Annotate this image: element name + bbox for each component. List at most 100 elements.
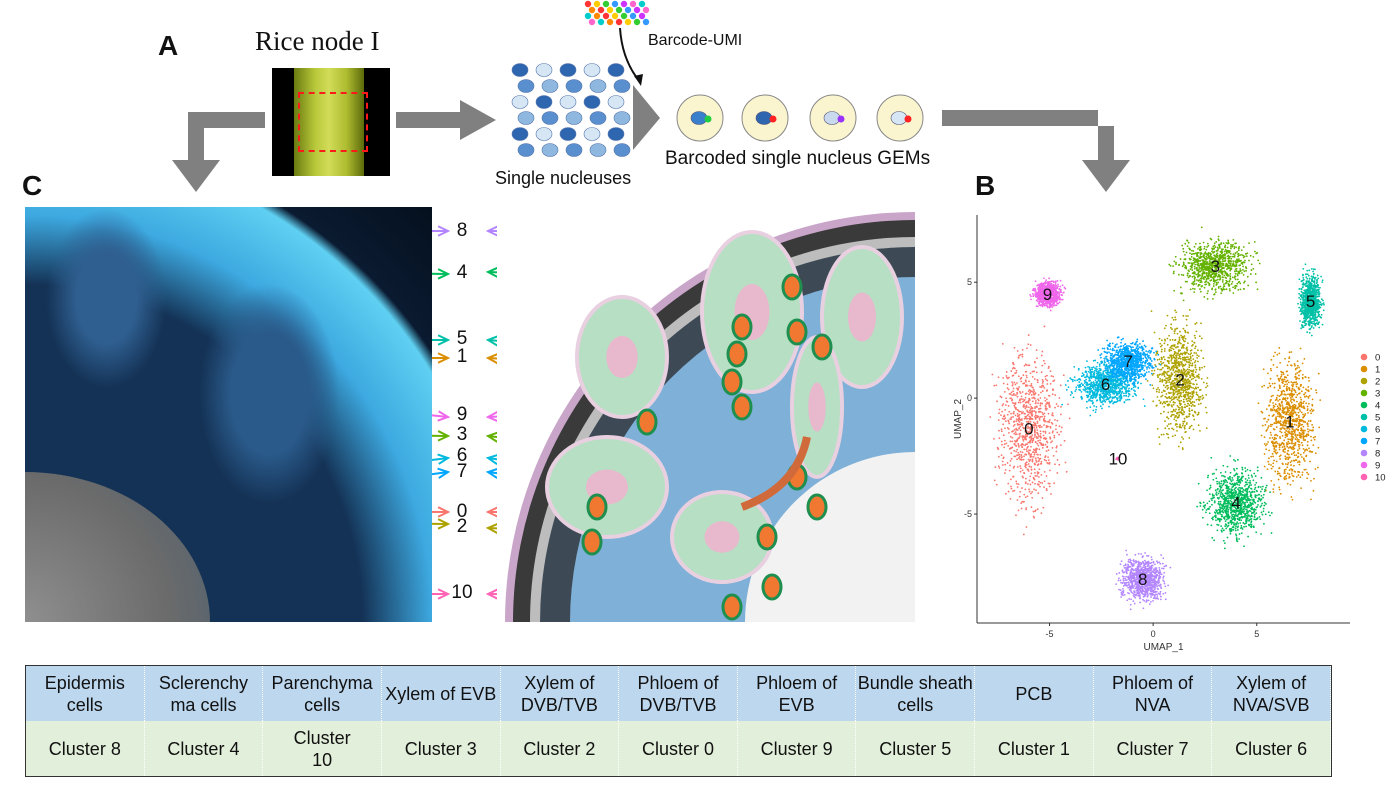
point-cluster-3: [1197, 251, 1200, 254]
point-cluster-0: [1020, 423, 1023, 426]
point-cluster-0: [1021, 475, 1024, 478]
point-cluster-3: [1229, 269, 1232, 272]
point-cluster-0: [1035, 451, 1038, 454]
point-cluster-0: [1022, 398, 1024, 401]
point-cluster-1: [1305, 388, 1307, 391]
point-cluster-1: [1283, 470, 1286, 473]
point-cluster-1: [1293, 407, 1296, 410]
point-cluster-4: [1259, 518, 1262, 521]
point-cluster-1: [1297, 406, 1300, 409]
point-cluster-2: [1193, 341, 1196, 344]
point-cluster-0: [1039, 424, 1042, 427]
point-cluster-4: [1203, 506, 1206, 509]
point-cluster-3: [1203, 263, 1206, 266]
point-cluster-1: [1284, 383, 1286, 386]
point-cluster-2: [1183, 335, 1186, 337]
point-cluster-2: [1195, 330, 1198, 333]
point-cluster-4: [1245, 525, 1247, 528]
point-cluster-2: [1193, 352, 1196, 354]
point-cluster-2: [1179, 352, 1182, 355]
point-cluster-1: [1296, 372, 1299, 374]
point-cluster-0: [1048, 394, 1051, 397]
point-cluster-0: [1025, 461, 1028, 464]
point-cluster-2: [1162, 384, 1165, 387]
point-cluster-1: [1286, 427, 1289, 430]
point-cluster-3: [1233, 256, 1236, 258]
point-cluster-1: [1286, 453, 1289, 455]
point-cluster-0: [1021, 355, 1024, 358]
point-cluster-1: [1292, 433, 1295, 436]
point-cluster-4: [1224, 496, 1227, 499]
point-cluster-3: [1208, 284, 1211, 287]
point-cluster-3: [1222, 242, 1225, 245]
point-cluster-0: [1026, 483, 1029, 485]
point-cluster-1: [1269, 377, 1272, 380]
point-cluster-2: [1159, 345, 1162, 348]
point-cluster-0: [1004, 469, 1007, 471]
point-cluster-3: [1172, 272, 1175, 275]
point-cluster-0: [1034, 471, 1036, 474]
point-cluster-3: [1230, 260, 1233, 263]
point-cluster-1: [1296, 438, 1299, 440]
point-cluster-1: [1288, 428, 1291, 430]
point-cluster-1: [1284, 428, 1286, 430]
point-cluster-2: [1185, 318, 1188, 321]
point-cluster-1: [1292, 407, 1294, 409]
point-cluster-0: [1039, 397, 1042, 399]
point-cluster-2: [1195, 383, 1198, 386]
point-cluster-0: [1011, 436, 1014, 439]
point-cluster-1: [1289, 417, 1292, 420]
point-cluster-2: [1169, 346, 1172, 349]
point-cluster-0: [1040, 462, 1043, 465]
mapping-number-6: 6: [456, 445, 468, 466]
point-cluster-0: [1040, 436, 1042, 439]
point-cluster-4: [1219, 503, 1221, 506]
point-cluster-4: [1213, 496, 1215, 499]
point-cluster-0: [1051, 422, 1054, 425]
point-cluster-0: [1028, 490, 1031, 493]
point-cluster-2: [1195, 368, 1198, 371]
point-cluster-3: [1194, 261, 1197, 263]
phloem-cell: [721, 593, 743, 621]
point-cluster-0: [1016, 486, 1019, 488]
point-cluster-4: [1244, 470, 1247, 473]
point-cluster-2: [1188, 404, 1191, 407]
point-cluster-2: [1191, 340, 1194, 343]
point-cluster-1: [1295, 400, 1298, 403]
point-cluster-0: [1021, 469, 1024, 472]
point-cluster-0: [1018, 416, 1021, 419]
point-cluster-2: [1174, 373, 1177, 376]
point-cluster-2: [1180, 408, 1183, 411]
point-cluster-3: [1235, 285, 1238, 287]
point-cluster-0: [1011, 430, 1014, 433]
point-cluster-1: [1296, 440, 1299, 442]
point-cluster-1: [1309, 420, 1312, 422]
point-cluster-0: [1033, 393, 1036, 395]
point-cluster-1: [1300, 398, 1303, 401]
point-cluster-2: [1163, 358, 1166, 361]
point-cluster-3: [1205, 274, 1208, 276]
point-cluster-1: [1297, 387, 1300, 390]
point-cluster-2: [1192, 428, 1195, 431]
point-cluster-0: [1005, 371, 1008, 373]
point-cluster-0: [1027, 413, 1030, 416]
point-cluster-0: [1030, 418, 1033, 420]
point-cluster-0: [1017, 451, 1020, 454]
point-cluster-4: [1227, 508, 1230, 511]
point-cluster-1: [1285, 420, 1288, 423]
point-cluster-4: [1223, 518, 1226, 520]
point-cluster-0: [1024, 465, 1027, 468]
point-cluster-4: [1212, 478, 1215, 481]
point-cluster-0: [1043, 412, 1046, 415]
point-cluster-1: [1275, 416, 1277, 419]
point-cluster-2: [1164, 402, 1167, 405]
point-cluster-2: [1170, 382, 1173, 385]
point-cluster-0: [1062, 374, 1065, 377]
point-cluster-1: [1284, 451, 1286, 454]
point-cluster-3: [1249, 254, 1252, 257]
point-cluster-2: [1193, 418, 1196, 421]
point-cluster-1: [1300, 435, 1303, 438]
point-cluster-4: [1225, 508, 1227, 511]
point-cluster-0: [989, 416, 992, 418]
point-cluster-1: [1315, 389, 1317, 392]
